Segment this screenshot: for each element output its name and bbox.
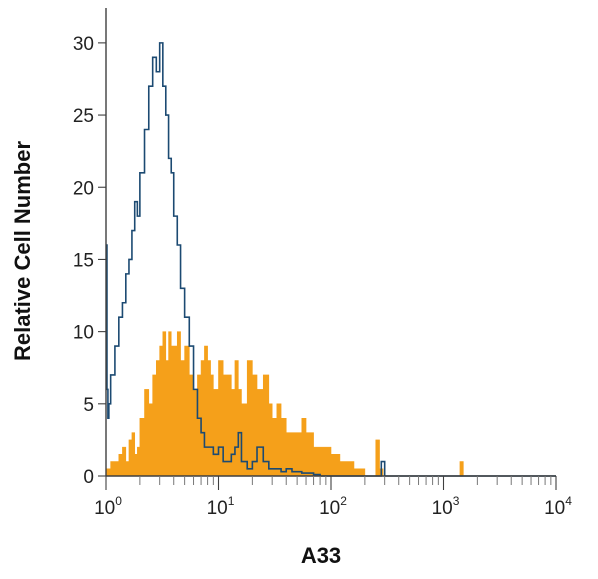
x-tick-label: 103 [432,494,460,519]
y-tick-label: 5 [83,395,94,416]
x-tick-label: 102 [319,494,347,519]
series-filled-histogram [105,331,556,477]
x-axis-title: A33 [301,543,341,568]
y-tick-label: 15 [73,250,94,271]
x-tick-label: 101 [207,494,235,519]
y-tick-label: 30 [73,34,94,55]
plot-area [105,42,556,477]
x-tick-label: 100 [94,494,122,519]
axes: 0 5 10 15 20 25 30 100 101 102 103 104 [73,8,572,519]
y-tick-label: 10 [73,323,94,344]
y-tick-label: 20 [73,178,94,199]
y-axis-title: Relative Cell Number [10,141,35,362]
y-tick-label: 0 [83,467,94,488]
series-outline-histogram [106,42,556,477]
x-tick-label: 104 [544,494,572,519]
y-tick-label: 25 [73,106,94,127]
